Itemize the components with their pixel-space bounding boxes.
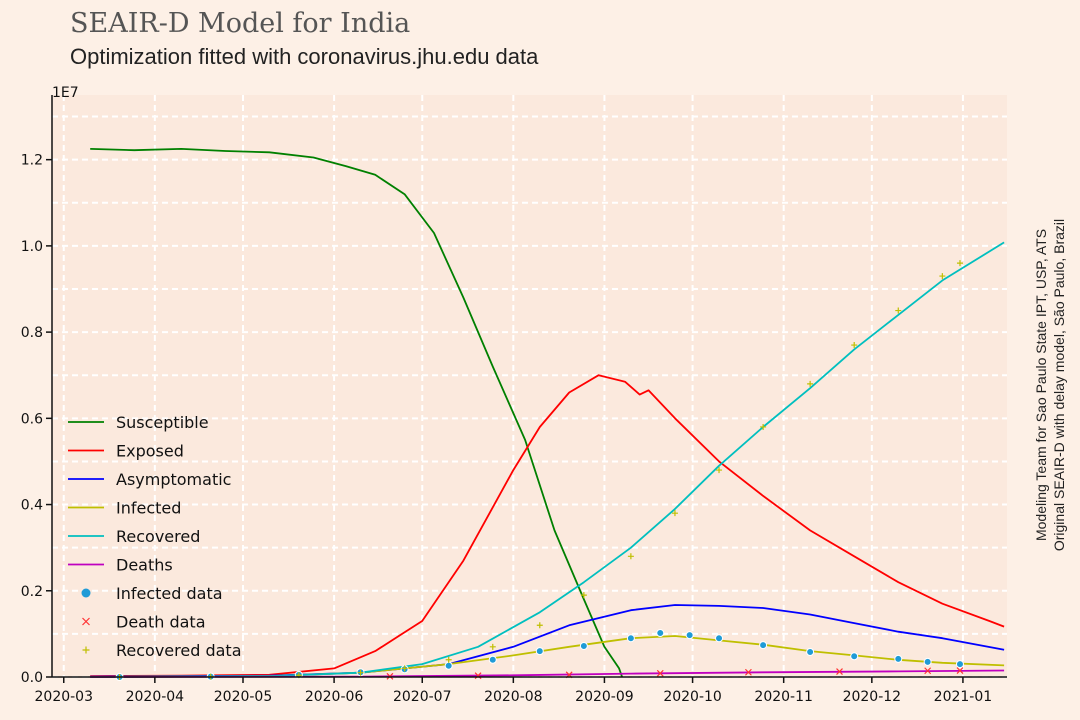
legend-label: Recovered data xyxy=(116,641,242,660)
data-point-infected-data xyxy=(685,631,694,640)
legend-item-exposed: Exposed xyxy=(68,442,184,461)
data-point-recovered-data xyxy=(671,510,678,517)
y-tick-label: 0.0 xyxy=(21,670,43,686)
data-point-death-data xyxy=(656,669,664,677)
series-markers-recovered-data xyxy=(116,260,963,680)
data-point-death-data xyxy=(956,667,964,674)
legend-label: Death data xyxy=(116,613,206,632)
data-point-recovered-data xyxy=(956,260,963,267)
y-tick-label: 0.4 xyxy=(21,498,43,514)
data-point-death-data xyxy=(836,668,843,676)
chart-subtitle: Optimization fitted with coronavirus.jhu… xyxy=(70,44,539,69)
data-point-recovered-data xyxy=(895,307,902,314)
data-point-infected-data xyxy=(894,654,903,663)
x-tick-label: 2020-09 xyxy=(575,689,634,705)
legend-label: Infected xyxy=(116,499,181,518)
data-point-infected-data xyxy=(488,655,497,664)
x-tick-label: 2020-11 xyxy=(754,689,813,705)
legend-swatch xyxy=(81,588,91,598)
data-point-infected-data xyxy=(579,641,588,650)
data-point-infected-data xyxy=(759,641,768,650)
y-tick-label: 0.2 xyxy=(21,584,43,600)
x-tick-label: 2020-05 xyxy=(214,689,273,705)
x-tick-label: 2020-10 xyxy=(663,689,722,705)
y-tick-label: 0.8 xyxy=(21,325,43,341)
x-tick-label: 2020-04 xyxy=(126,689,185,705)
x-tick-label: 2020-03 xyxy=(35,689,94,705)
y-scale-label: 1E7 xyxy=(52,85,79,101)
data-point-recovered-data xyxy=(851,342,858,349)
legend-item-recovered-data: Recovered data xyxy=(82,641,242,660)
legend-item-deaths: Deaths xyxy=(68,556,173,575)
series-line-recovered xyxy=(90,241,1005,678)
legend-label: Deaths xyxy=(116,556,173,575)
data-point-infected-data xyxy=(715,634,724,643)
legend: Susceptible Exposed Asymptomatic Infected Re… xyxy=(68,413,242,660)
legend-label: Recovered xyxy=(116,527,200,546)
x-tick-label: 2020-06 xyxy=(305,689,364,705)
credit-text: Modeling Team for Sao Paulo State IPT, U… xyxy=(1030,95,1080,675)
data-point-recovered-data xyxy=(489,643,496,650)
chart-title: SEAIR-D Model for India xyxy=(70,8,411,39)
data-point-recovered-data xyxy=(716,467,723,474)
data-point-infected-data xyxy=(806,647,815,656)
legend-item-recovered: Recovered xyxy=(68,527,200,546)
x-tick-label: 2021-01 xyxy=(934,689,993,705)
legend-label: Exposed xyxy=(116,442,184,461)
legend-item-infected: Infected xyxy=(68,499,181,518)
data-point-infected-data xyxy=(850,652,859,661)
legend-item-susceptible: Susceptible xyxy=(68,413,209,432)
series-line-susceptible xyxy=(90,148,623,678)
legend-swatch xyxy=(82,646,90,654)
legend-label: Infected data xyxy=(116,584,223,603)
legend-label: Susceptible xyxy=(116,413,209,432)
credit-line-1: Modeling Team for Sao Paulo State IPT, U… xyxy=(1033,229,1049,541)
credit-line-2: Original SEAIR-D with delay model, São P… xyxy=(1051,219,1067,551)
series-line-exposed xyxy=(90,374,1005,677)
data-point-recovered-data xyxy=(445,656,452,663)
x-tick-label: 2020-12 xyxy=(843,689,902,705)
series-line-infected xyxy=(90,635,1005,678)
data-point-death-data xyxy=(924,667,932,675)
data-point-recovered-data xyxy=(807,380,814,387)
data-point-infected-data xyxy=(955,660,964,669)
x-tick-label: 2020-07 xyxy=(393,689,452,705)
data-point-death-data xyxy=(744,668,752,676)
data-point-infected-data xyxy=(923,657,932,666)
legend-label: Asymptomatic xyxy=(116,470,231,489)
data-point-recovered-data xyxy=(627,553,634,560)
data-point-recovered-data xyxy=(939,273,946,280)
legend-item-death-data: Death data xyxy=(82,613,206,632)
y-tick-label: 1.0 xyxy=(21,239,43,255)
data-point-recovered-data xyxy=(580,592,587,599)
x-tick-label: 2020-08 xyxy=(484,689,543,705)
legend-item-infected-data: Infected data xyxy=(81,584,223,603)
data-point-recovered-data xyxy=(536,622,543,629)
legend-swatch xyxy=(82,617,90,626)
y-tick-label: 0.6 xyxy=(21,411,43,427)
data-point-infected-data xyxy=(444,661,453,670)
y-tick-label: 1.2 xyxy=(21,153,43,169)
data-point-infected-data xyxy=(535,647,544,656)
data-point-recovered-data xyxy=(401,665,408,672)
axes: 2020-03 2020-04 2020-05 2020-06 2020-07 2020-… xyxy=(21,85,1007,705)
chart-plot: 2020-03 2020-04 2020-05 2020-06 2020-07 2020-… xyxy=(21,85,1007,705)
data-point-infected-data xyxy=(626,634,635,643)
data-point-infected-data xyxy=(656,629,665,638)
legend-item-asymptomatic: Asymptomatic xyxy=(68,470,231,489)
data-point-recovered-data xyxy=(760,423,767,430)
data-point-recovered-data xyxy=(357,669,364,676)
plot-area-background xyxy=(52,95,1007,677)
